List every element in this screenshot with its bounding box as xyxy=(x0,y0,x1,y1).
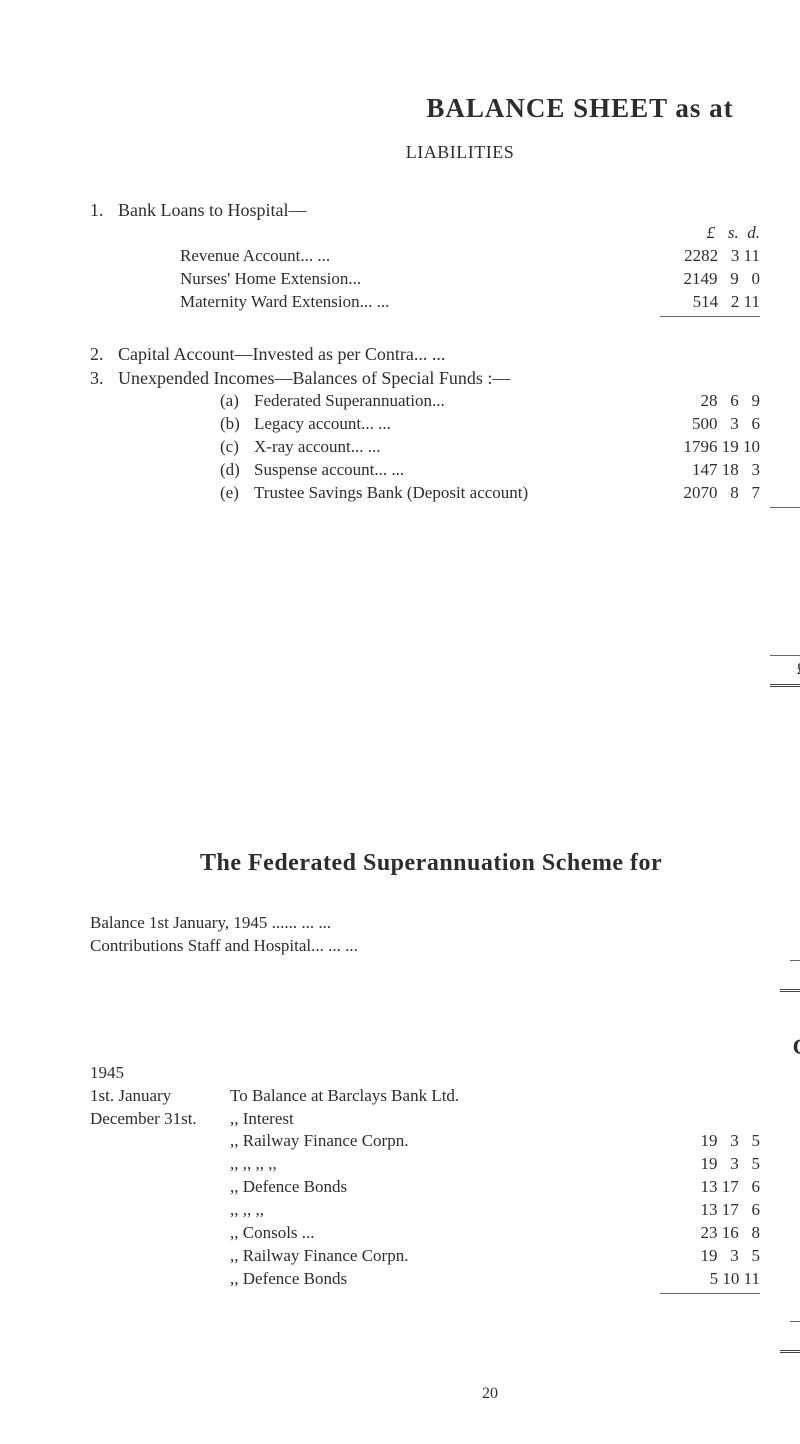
page-title: BALANCE SHEET as at xyxy=(270,90,800,126)
r6-value: 13 17 6 xyxy=(650,1199,760,1222)
cap-lsd-hdr: £ s. d. xyxy=(760,1062,800,1085)
lsd-header-inner: £ s. d. xyxy=(630,222,760,245)
r5-text: ,, Defence Bonds xyxy=(230,1176,650,1199)
s3-total: 4543 16 11 xyxy=(760,510,800,533)
s3-e-label: Trustee Savings Bank (Deposit account) xyxy=(254,482,528,505)
dots: ... ... xyxy=(300,245,630,268)
r2-date: December 31st. xyxy=(90,1108,230,1131)
s1-total: 4945 15 10 xyxy=(760,319,800,342)
s3-e-key: (e) xyxy=(220,482,254,505)
dots: ... xyxy=(432,390,630,413)
s3-b-label: Legacy account xyxy=(254,413,361,436)
s3-d-label: Suspense account xyxy=(254,459,374,482)
fed-lsd-hdr: £ s. d. xyxy=(760,889,800,912)
r6-text: ,, ,, ,, xyxy=(230,1199,650,1222)
liabilities-heading: LIABILITIES xyxy=(30,140,800,164)
lsd-header-outer: £ s. d. xyxy=(760,175,800,198)
dots: ... xyxy=(348,268,630,291)
r8-text: ,, Railway Finance Corpn. xyxy=(230,1245,650,1268)
dots: ... ... xyxy=(374,459,630,482)
cap-subtotal: 114 12 10 xyxy=(760,1296,800,1319)
sec2-head: Capital Account—Invested as per Contra xyxy=(118,342,414,366)
s3-a-key: (a) xyxy=(220,390,254,413)
fed-total: £825 12 3 xyxy=(760,963,800,986)
r2-text: ,, Interest xyxy=(230,1108,650,1131)
sec3-num: 3. xyxy=(90,366,118,390)
cap-total: £4147 18 3 xyxy=(760,1324,800,1347)
s1-c-label: Maternity Ward Extension xyxy=(180,291,360,314)
grand-total: £25088 9 2 xyxy=(760,658,800,681)
r8-value: 19 3 5 xyxy=(650,1245,760,1268)
r9-value: 5 10 11 xyxy=(650,1268,760,1291)
fed-b-label: Contributions Staff and Hospital xyxy=(90,935,311,958)
dots: ... ... xyxy=(351,436,630,459)
fed-title: The Federated Superannuation Scheme for xyxy=(200,847,800,879)
sec3-head: Unexpended Incomes—Balances of Special F… xyxy=(118,366,510,390)
r5-value: 13 17 6 xyxy=(650,1176,760,1199)
s1-b-value: 2149 9 0 xyxy=(630,268,760,291)
r3-value: 19 3 5 xyxy=(650,1130,760,1153)
dots: ... ... xyxy=(361,413,630,436)
sec1-num: 1. xyxy=(90,198,118,222)
s1-a-value: 2282 3 11 xyxy=(630,245,760,268)
year: 1945 xyxy=(90,1062,230,1085)
fed-a-label: Balance 1st January, 1945 ... xyxy=(90,912,284,935)
dots: ... ... ... xyxy=(311,935,760,958)
s3-b-value: 500 3 6 xyxy=(630,413,760,436)
dots: ... ... xyxy=(414,342,760,366)
s3-b-key: (b) xyxy=(220,413,254,436)
r7-text: ,, Consols ... xyxy=(230,1222,650,1245)
s3-a-label: Federated Superannuation xyxy=(254,390,432,413)
s1-c-value: 514 2 11 xyxy=(630,291,760,314)
s3-c-value: 1796 19 10 xyxy=(630,436,760,459)
s3-d-value: 147 18 3 xyxy=(630,459,760,482)
s3-e-value: 2070 8 7 xyxy=(630,482,760,505)
page-number: 20 xyxy=(90,1383,800,1405)
r1-date: 1st. January xyxy=(90,1085,230,1108)
r9-text: ,, Defence Bonds xyxy=(230,1268,650,1291)
s1-a-label: Revenue Account xyxy=(180,245,300,268)
capital-head: CAPITAL xyxy=(90,1032,800,1062)
s1-b-label: Nurses' Home Extension xyxy=(180,268,348,291)
r7-value: 23 16 8 xyxy=(650,1222,760,1245)
fed-a-value: 4 9 2 xyxy=(760,912,800,935)
dots: ... ... ... xyxy=(284,912,760,935)
s3-d-key: (d) xyxy=(220,459,254,482)
s2-total: 15598 16 5 xyxy=(760,342,800,366)
sec1-head: Bank Loans to Hospital— xyxy=(118,198,306,222)
fed-b-value: 821 3 1 xyxy=(760,935,800,958)
r3-text: ,, Railway Finance Corpn. xyxy=(230,1130,650,1153)
r4-value: 19 3 5 xyxy=(650,1153,760,1176)
sec2-num: 2. xyxy=(90,342,118,366)
s3-c-key: (c) xyxy=(220,436,254,459)
r1-total: 4033 5 5 xyxy=(760,1085,800,1108)
s3-c-label: X-ray account xyxy=(254,436,351,459)
dots: ... ... xyxy=(360,291,630,314)
r1-text: To Balance at Barclays Bank Ltd. xyxy=(230,1085,650,1108)
r4-text: ,, ,, ,, ,, xyxy=(230,1153,650,1176)
s3-a-value: 28 6 9 xyxy=(630,390,760,413)
